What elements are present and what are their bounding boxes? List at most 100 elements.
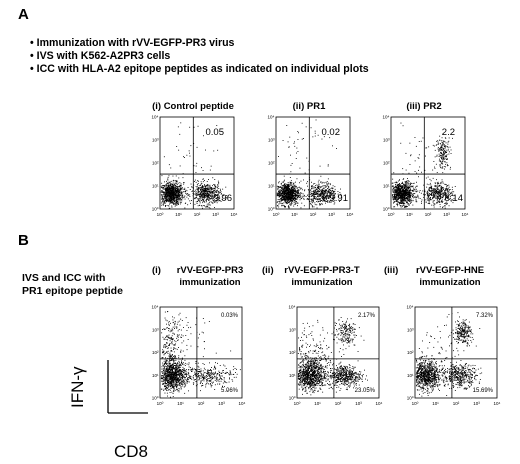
event-dot xyxy=(183,368,185,369)
event-dot xyxy=(161,194,163,196)
event-dot xyxy=(329,193,331,195)
event-dot xyxy=(287,189,289,191)
event-dot xyxy=(322,203,323,205)
event-dot xyxy=(183,196,185,198)
event-dot xyxy=(290,195,292,196)
event-dot xyxy=(170,354,172,356)
event-dot xyxy=(435,198,437,200)
event-dot xyxy=(179,367,180,368)
event-dot xyxy=(442,158,444,160)
event-dot xyxy=(204,205,205,207)
event-dot xyxy=(176,203,178,205)
event-dot xyxy=(434,188,436,189)
event-dot xyxy=(162,188,164,190)
event-dot xyxy=(164,188,166,189)
event-dot xyxy=(430,190,431,192)
event-dot xyxy=(169,375,171,377)
event-dot xyxy=(161,376,163,378)
event-dot xyxy=(411,190,413,192)
event-dot xyxy=(416,201,418,203)
event-dot xyxy=(407,190,408,192)
event-dot xyxy=(401,186,403,187)
event-dot xyxy=(450,196,451,198)
event-dot xyxy=(206,198,208,200)
event-dot xyxy=(282,189,284,191)
event-dot xyxy=(178,387,180,389)
event-dot xyxy=(442,167,444,169)
event-dot xyxy=(323,182,325,184)
event-dot xyxy=(404,183,406,185)
event-dot xyxy=(447,164,448,166)
event-dot xyxy=(172,378,174,380)
event-dot xyxy=(286,200,288,202)
panel-b-letter: B xyxy=(18,232,29,249)
event-dot xyxy=(286,188,288,190)
event-dot xyxy=(168,198,170,200)
event-dot xyxy=(209,190,211,192)
event-dot xyxy=(320,186,321,188)
event-dot xyxy=(292,194,294,196)
event-dot xyxy=(396,189,398,191)
event-dot xyxy=(444,192,446,194)
event-dot xyxy=(300,198,302,200)
event-dot xyxy=(213,184,215,185)
event-dot xyxy=(300,207,302,209)
event-dot xyxy=(172,369,173,371)
side-label-line: PR1 epitope peptide xyxy=(22,285,123,297)
event-dot xyxy=(288,191,290,193)
event-dot xyxy=(443,145,445,147)
event-dot xyxy=(403,194,405,196)
event-dot xyxy=(443,189,444,190)
event-dot xyxy=(278,206,280,208)
event-dot xyxy=(291,190,292,192)
event-dot xyxy=(394,198,395,200)
event-dot xyxy=(169,368,171,370)
event-dot xyxy=(400,193,402,194)
event-dot xyxy=(395,181,397,183)
event-dot xyxy=(173,199,175,201)
event-dot xyxy=(413,190,415,192)
event-dot xyxy=(315,192,317,194)
event-dot xyxy=(401,206,403,208)
event-dot xyxy=(187,377,188,379)
event-dot xyxy=(421,171,422,173)
event-dot xyxy=(178,190,180,192)
event-dot xyxy=(437,189,439,191)
event-dot xyxy=(402,195,404,197)
event-dot xyxy=(203,190,205,192)
event-dot xyxy=(287,192,289,193)
event-dot xyxy=(441,193,443,195)
event-dot xyxy=(432,197,434,198)
event-dot xyxy=(283,184,285,186)
event-dot xyxy=(428,198,430,200)
event-dot xyxy=(406,194,408,196)
event-dot xyxy=(178,195,180,197)
event-dot xyxy=(205,189,207,191)
event-dot xyxy=(433,194,435,195)
event-dot xyxy=(425,201,427,203)
event-dot xyxy=(217,194,219,196)
event-dot xyxy=(445,142,447,144)
plot-b3-subtitle: rVV-EGFP-HNE immunization xyxy=(402,265,498,289)
event-dot xyxy=(164,186,166,187)
plot-frame xyxy=(275,116,351,210)
event-dot xyxy=(205,199,207,201)
subtitle-line: rVV-EGFP-HNE xyxy=(415,265,485,276)
event-dot xyxy=(412,194,413,196)
event-dot xyxy=(438,195,439,197)
event-dot xyxy=(396,194,397,196)
event-dot xyxy=(170,183,172,184)
event-dot xyxy=(440,196,442,198)
event-dot xyxy=(216,202,218,204)
event-dot xyxy=(407,198,409,199)
event-dot xyxy=(184,380,186,382)
event-dot xyxy=(164,382,166,384)
event-dot xyxy=(175,197,177,198)
event-dot xyxy=(340,193,342,195)
event-dot xyxy=(217,193,218,195)
event-dot xyxy=(443,152,444,153)
event-dot xyxy=(397,191,398,192)
event-dot xyxy=(169,371,170,373)
event-dot xyxy=(409,142,411,144)
event-dot xyxy=(415,197,417,198)
